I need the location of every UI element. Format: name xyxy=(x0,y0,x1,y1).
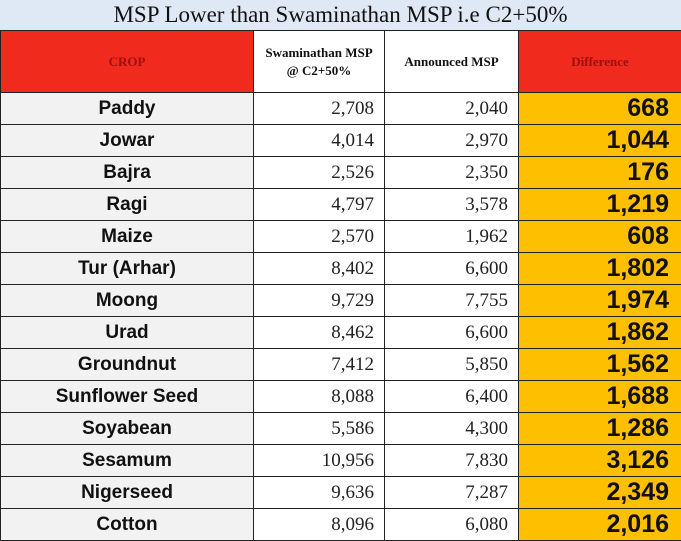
swaminathan-msp-cell: 10,956 xyxy=(254,445,385,477)
difference-cell: 668 xyxy=(519,93,681,125)
announced-msp-cell: 2,350 xyxy=(385,157,519,189)
swaminathan-header-line2: @ C2+50% xyxy=(287,63,352,78)
swaminathan-msp-cell: 8,462 xyxy=(254,317,385,349)
difference-cell: 1,044 xyxy=(519,125,681,157)
crop-cell: Urad xyxy=(1,317,254,349)
swaminathan-msp-cell: 2,570 xyxy=(254,221,385,253)
difference-cell: 1,688 xyxy=(519,381,681,413)
swaminathan-msp-cell: 8,402 xyxy=(254,253,385,285)
crop-cell: Moong xyxy=(1,285,254,317)
page-title: MSP Lower than Swaminathan MSP i.e C2+50… xyxy=(0,0,681,30)
difference-cell: 1,974 xyxy=(519,285,681,317)
crop-cell: Sunflower Seed xyxy=(1,381,254,413)
swaminathan-msp-cell: 2,708 xyxy=(254,93,385,125)
difference-cell: 176 xyxy=(519,157,681,189)
difference-cell: 608 xyxy=(519,221,681,253)
difference-cell: 1,286 xyxy=(519,413,681,445)
swaminathan-msp-cell: 4,014 xyxy=(254,125,385,157)
crop-cell: Maize xyxy=(1,221,254,253)
swaminathan-msp-cell: 8,096 xyxy=(254,509,385,541)
announced-msp-cell: 2,040 xyxy=(385,93,519,125)
swaminathan-msp-cell: 7,412 xyxy=(254,349,385,381)
difference-cell: 3,126 xyxy=(519,445,681,477)
announced-msp-cell: 7,830 xyxy=(385,445,519,477)
swaminathan-msp-cell: 2,526 xyxy=(254,157,385,189)
announced-msp-cell: 1,962 xyxy=(385,221,519,253)
difference-cell: 2,349 xyxy=(519,477,681,509)
difference-cell: 1,802 xyxy=(519,253,681,285)
announced-msp-cell: 7,755 xyxy=(385,285,519,317)
crop-header: CROP xyxy=(1,31,254,93)
swaminathan-msp-cell: 9,636 xyxy=(254,477,385,509)
announced-header: Announced MSP xyxy=(385,31,519,93)
msp-table: CROP Swaminathan MSP @ C2+50% Announced … xyxy=(0,30,681,541)
announced-msp-cell: 2,970 xyxy=(385,125,519,157)
announced-msp-cell: 6,600 xyxy=(385,317,519,349)
announced-msp-cell: 5,850 xyxy=(385,349,519,381)
announced-msp-cell: 3,578 xyxy=(385,189,519,221)
crop-cell: Nigerseed xyxy=(1,477,254,509)
difference-cell: 2,016 xyxy=(519,509,681,541)
crop-cell: Bajra xyxy=(1,157,254,189)
swaminathan-header-line1: Swaminathan MSP xyxy=(265,45,372,60)
crop-cell: Paddy xyxy=(1,93,254,125)
swaminathan-msp-cell: 5,586 xyxy=(254,413,385,445)
crop-cell: Ragi xyxy=(1,189,254,221)
difference-cell: 1,862 xyxy=(519,317,681,349)
difference-cell: 1,562 xyxy=(519,349,681,381)
announced-msp-cell: 6,400 xyxy=(385,381,519,413)
swaminathan-msp-cell: 8,088 xyxy=(254,381,385,413)
announced-msp-cell: 4,300 xyxy=(385,413,519,445)
swaminathan-header: Swaminathan MSP @ C2+50% xyxy=(254,31,385,93)
header-row: CROP Swaminathan MSP @ C2+50% Announced … xyxy=(1,31,681,93)
crop-cell: Groundnut xyxy=(1,349,254,381)
announced-msp-cell: 6,600 xyxy=(385,253,519,285)
crop-cell: Soyabean xyxy=(1,413,254,445)
difference-header: Difference xyxy=(519,31,681,93)
swaminathan-msp-cell: 4,797 xyxy=(254,189,385,221)
swaminathan-msp-cell: 9,729 xyxy=(254,285,385,317)
crop-cell: Cotton xyxy=(1,509,254,541)
announced-msp-cell: 7,287 xyxy=(385,477,519,509)
difference-cell: 1,219 xyxy=(519,189,681,221)
crop-cell: Sesamum xyxy=(1,445,254,477)
announced-msp-cell: 6,080 xyxy=(385,509,519,541)
crop-cell: Tur (Arhar) xyxy=(1,253,254,285)
crop-cell: Jowar xyxy=(1,125,254,157)
